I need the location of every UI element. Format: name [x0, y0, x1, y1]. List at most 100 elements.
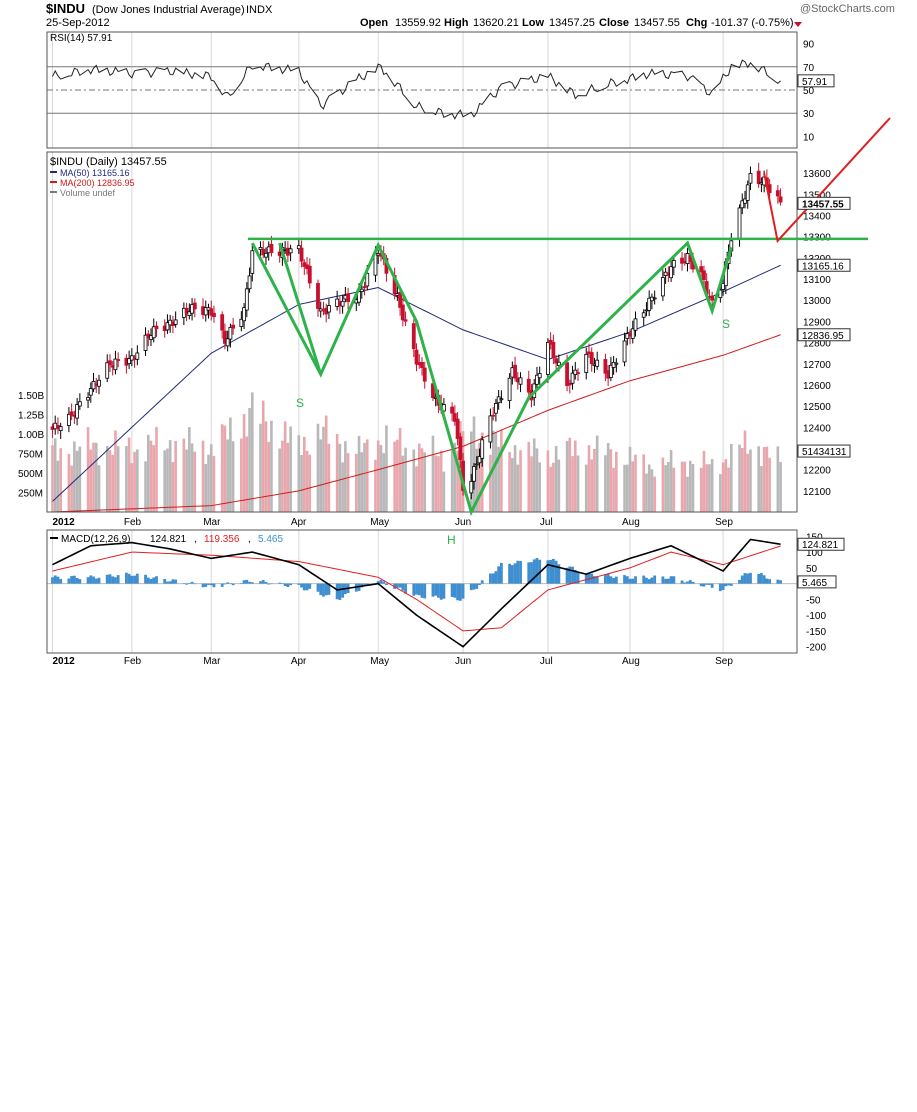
volume-bar: [532, 438, 536, 512]
volume-bar: [631, 461, 635, 512]
macd-histogram-bar: [415, 583, 418, 595]
candle-body: [748, 173, 753, 184]
volume-bar: [149, 440, 153, 512]
volume-bar: [642, 454, 646, 512]
macd-signal-line: [52, 545, 781, 632]
macd-histogram-bar: [519, 561, 522, 584]
candle-body: [472, 466, 476, 482]
rsi-tick-label-2: 50: [803, 86, 815, 97]
macd-histogram-bar: [335, 583, 339, 600]
volume-bar: [270, 420, 273, 512]
macd-histogram-bar: [688, 580, 692, 584]
candle-body: [513, 364, 517, 379]
candle-body: [537, 373, 542, 379]
rsi-tick-label-0: 10: [803, 132, 815, 143]
low-label: Low: [522, 17, 544, 29]
price-tick-label-13: 13400: [803, 212, 831, 223]
volume-bar: [721, 462, 725, 512]
macd-histogram-bar: [743, 573, 747, 584]
volume-bar: [546, 450, 550, 512]
macd-histogram-bar: [691, 581, 695, 584]
macd-x-tick-1: Feb: [124, 656, 142, 667]
macd-histogram-bar: [376, 581, 380, 584]
candle-body: [223, 330, 227, 344]
macd-histogram-bar: [683, 582, 687, 584]
volume-bar: [478, 442, 481, 512]
volume-bar: [226, 439, 229, 512]
volume-bar: [634, 454, 637, 512]
macd-histogram-bar: [705, 583, 709, 585]
volume-bar: [557, 459, 561, 512]
volume-bar: [554, 446, 558, 512]
macd-histogram-bar: [634, 576, 637, 584]
price-panel: 250M500M750M1.00B1.25B1.50B1210012200123…: [18, 117, 891, 528]
volume-bar: [710, 459, 714, 512]
macd-histogram-bar: [108, 574, 112, 584]
candle-body: [488, 415, 493, 443]
volume-bar: [289, 426, 292, 512]
macd-histogram-bar: [499, 562, 503, 584]
macd-histogram-bar: [324, 583, 328, 596]
macd-histogram-bar: [56, 576, 60, 584]
hist-current-label: 5.465: [802, 578, 827, 589]
macd-histogram-bar: [185, 583, 188, 585]
candle-body: [660, 277, 665, 297]
candle-body: [518, 377, 523, 385]
volume-bar: [650, 469, 654, 512]
candle-body: [474, 463, 479, 466]
macd-histogram-bar: [152, 577, 156, 584]
macd-histogram-bar: [226, 582, 230, 584]
macd-panel: 15010050-50-100-150-2002012FebMarAprMayJ…: [46, 529, 845, 667]
rsi-tick-label-3: 70: [803, 63, 815, 74]
candle-body: [299, 247, 304, 262]
candle-body: [212, 312, 216, 318]
volume-bar: [283, 421, 287, 512]
macd-histogram-bar: [308, 583, 312, 589]
volume-bar: [456, 450, 459, 512]
close-price-label-box: [797, 196, 851, 210]
macd-histogram-bar: [527, 562, 531, 584]
macd-histogram-bar: [749, 572, 752, 584]
macd-histogram-bar: [270, 583, 273, 585]
macd-histogram-bar: [453, 583, 457, 598]
macd-histogram-bar: [480, 580, 484, 584]
macd-histogram-bar: [437, 583, 440, 598]
macd-histogram-bar: [738, 579, 741, 584]
macd-histogram-bar: [89, 575, 93, 584]
volume-bar: [379, 444, 383, 512]
volume-bar: [412, 449, 416, 512]
macd-histogram-bar: [404, 583, 407, 594]
macd-histogram-bar: [259, 581, 262, 584]
candle-body: [551, 341, 556, 359]
price-x-tick-0: 2012: [52, 517, 75, 528]
volume-bar: [223, 425, 227, 512]
candle-body: [154, 325, 159, 330]
macd-tick-label-6: -200: [806, 643, 826, 654]
candle-body: [88, 388, 93, 396]
volume-bar: [190, 443, 194, 512]
candle-body: [187, 311, 192, 316]
macd-histogram-bar: [532, 559, 536, 584]
macd-histogram-bar: [204, 583, 208, 587]
macd-histogram-bar: [516, 560, 520, 584]
candle-body: [641, 312, 646, 318]
candle-body: [535, 374, 539, 385]
volume-bar: [78, 446, 82, 512]
candle-body: [403, 319, 408, 322]
volume-bar: [489, 454, 492, 512]
macd-histogram-bar: [631, 578, 635, 584]
volume-bar: [420, 448, 424, 512]
volume-bar: [220, 424, 224, 512]
down-triangle-icon: [794, 22, 802, 27]
volume-bar: [376, 440, 380, 512]
candle-body: [614, 362, 619, 365]
macd-histogram-bar: [439, 583, 443, 600]
volume-bar: [133, 451, 136, 512]
candle-body: [584, 353, 589, 373]
candle-body: [250, 250, 255, 274]
candle-body: [58, 426, 63, 431]
ma50-price-label-box: [797, 258, 851, 272]
macd-histogram-bar: [530, 562, 533, 584]
volume-bar: [494, 432, 498, 512]
volume-bar: [116, 446, 120, 512]
